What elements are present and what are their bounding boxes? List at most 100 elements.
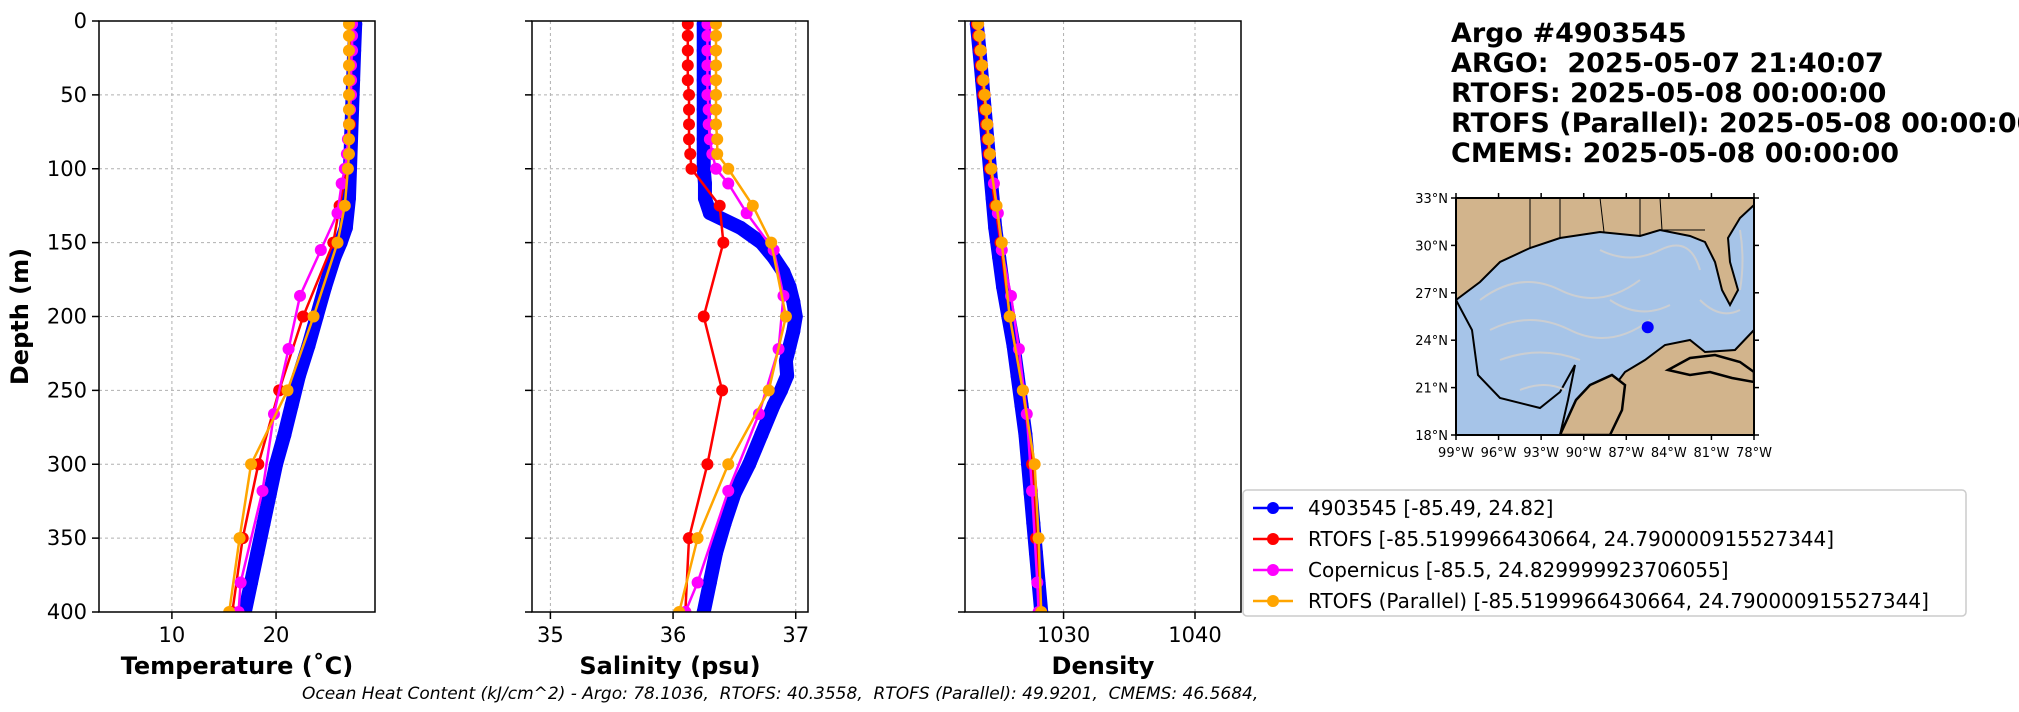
map-lat-label: 30°N (1415, 239, 1448, 254)
data-point-rtofs_parallel (990, 199, 1003, 212)
title-line-2: ARGO: 2025-05-07 21:40:07 (1451, 48, 1884, 79)
data-point-argo (780, 368, 795, 383)
data-point-argo (702, 575, 717, 590)
data-point-rtofs_parallel (976, 59, 989, 72)
x-tick-label: 35 (537, 623, 564, 647)
data-point-rtofs (697, 310, 710, 323)
salinity-panel: 35 36 37 Salinity (psu) (525, 20, 809, 680)
title-line-5: CMEMS: 2025-05-08 00:00:00 (1451, 138, 1899, 169)
float-location-marker (1641, 321, 1654, 334)
data-point-rtofs_parallel (973, 29, 986, 42)
series-group (969, 21, 1049, 612)
data-point-rtofs_parallel (711, 133, 724, 146)
data-point-rtofs_parallel (1016, 384, 1029, 397)
data-point-copernicus (722, 484, 735, 497)
map-lat-label: 33°N (1415, 192, 1448, 207)
data-point-copernicus (314, 244, 327, 257)
data-point-rtofs_parallel (710, 88, 722, 101)
data-point-copernicus (752, 408, 765, 421)
data-point-copernicus (331, 207, 344, 220)
series-line-rtofs (231, 23, 353, 612)
data-point-rtofs_parallel (977, 74, 990, 87)
x-tick-label: 37 (782, 623, 809, 647)
legend-marker-rtofs (1267, 533, 1279, 545)
data-point-argo (697, 191, 712, 206)
data-point-rtofs_parallel (1035, 606, 1048, 612)
data-point-rtofs (681, 74, 694, 87)
map-lon-label: 87°W (1608, 446, 1644, 461)
legend-label: RTOFS (Parallel) [-85.5199966430664, 24.… (1308, 589, 1929, 613)
map-lat-label: 27°N (1415, 287, 1448, 302)
map-coast-west (1456, 299, 1576, 435)
y-tick-label: 300 (47, 452, 87, 476)
data-point-argo (291, 368, 306, 383)
data-point-copernicus (701, 59, 714, 72)
data-point-rtofs (713, 199, 726, 212)
data-point-argo (778, 353, 793, 368)
y-tick-label: 50 (60, 83, 87, 107)
x-tick-label: 1030 (1037, 623, 1090, 647)
data-point-rtofs_parallel (722, 162, 735, 175)
data-point-rtofs_parallel (980, 103, 993, 116)
data-point-argo (786, 294, 801, 309)
legend-marker-rtofs_parallel (1267, 595, 1279, 607)
map-lon-label: 96°W (1481, 446, 1517, 461)
y-tick-label: 200 (47, 305, 87, 329)
data-point-rtofs_parallel (710, 21, 722, 30)
yucatan (1558, 373, 1627, 435)
map-lon-label: 93°W (1523, 446, 1559, 461)
data-point-copernicus (722, 177, 735, 190)
data-point-rtofs_parallel (710, 59, 722, 72)
data-point-rtofs_parallel (985, 162, 998, 175)
data-point-rtofs_parallel (765, 236, 778, 249)
map-frame (1455, 197, 1755, 436)
data-point-argo (250, 545, 265, 560)
data-point-rtofs (683, 118, 696, 131)
data-point-copernicus (294, 289, 307, 302)
data-point-rtofs_parallel (342, 147, 355, 160)
data-point-copernicus (701, 74, 714, 87)
data-point-rtofs (681, 29, 694, 42)
data-point-rtofs (716, 384, 729, 397)
map-lat-label: 18°N (1415, 429, 1448, 444)
x-axis-label: Density (1052, 652, 1155, 680)
y-tick-label: 150 (47, 231, 87, 255)
data-point-rtofs_parallel (342, 59, 355, 72)
legend-label: 4903545 [-85.49, 24.82] (1308, 496, 1553, 520)
location-map: 33°N 30°N 27°N 24°N 21°N 18°N 99°W 96°W 93°W 90°W… (1415, 192, 1772, 461)
map-lon-label: 99°W (1438, 446, 1474, 461)
x-tick-label: 36 (660, 623, 687, 647)
data-point-rtofs_parallel (710, 29, 722, 42)
data-point-rtofs_parallel (995, 236, 1008, 249)
data-point-copernicus (335, 177, 348, 190)
data-point-rtofs_parallel (342, 74, 355, 87)
temperature-panel: 0 50 100 150 200 250 300 350 400 10 20 Temperature … (6, 9, 376, 680)
data-point-rtofs_parallel (779, 310, 792, 323)
title-line-1: Argo #4903545 (1451, 18, 1687, 49)
data-point-rtofs_parallel (233, 532, 246, 545)
data-point-argo (696, 161, 711, 176)
series-line-rtofs_parallel (227, 23, 351, 612)
y-tick-label: 350 (47, 526, 87, 550)
x-axis-label: Salinity (psu) (579, 652, 760, 680)
data-point-copernicus (691, 576, 704, 589)
legend-label: RTOFS [-85.5199966430664, 24.79000091552… (1308, 527, 1834, 551)
legend-label: Copernicus [-85.5, 24.829999923706055] (1308, 558, 1729, 582)
data-point-argo (244, 575, 259, 590)
data-point-rtofs_parallel (762, 384, 775, 397)
data-point-rtofs_parallel (746, 199, 759, 212)
data-point-rtofs (683, 103, 696, 116)
series-line-rtofs_parallel (677, 23, 788, 612)
data-point-copernicus (256, 484, 269, 497)
map-lon-label: 78°W (1736, 446, 1772, 461)
title-line-3: RTOFS: 2025-05-08 00:00:00 (1451, 78, 1886, 109)
map-lat-label: 24°N (1415, 334, 1448, 349)
data-point-rtofs (681, 21, 694, 30)
data-point-rtofs_parallel (974, 44, 987, 57)
data-point-argo (788, 309, 803, 324)
data-point-rtofs_parallel (978, 88, 991, 101)
data-point-copernicus (701, 29, 714, 42)
data-point-rtofs_parallel (981, 118, 994, 131)
x-tick-label: 1040 (1168, 623, 1221, 647)
